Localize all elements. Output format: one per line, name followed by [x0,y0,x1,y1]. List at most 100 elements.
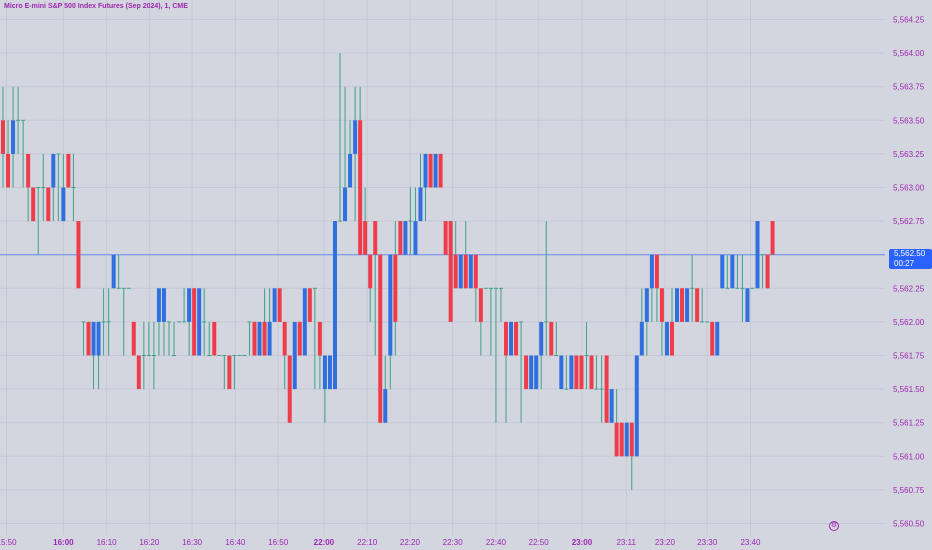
price-tick-label: 5,562.25 [893,284,925,293]
candle [453,221,458,289]
candle-body [96,321,101,356]
candle [66,153,71,188]
candle-body [257,321,262,356]
candle-body [468,254,473,289]
candle [252,321,257,356]
candle [332,221,337,390]
time-tick-label: 16:40 [225,538,246,547]
candle-body [428,153,433,188]
candle [685,288,690,322]
time-tick-label: 22:10 [357,538,378,547]
candle [423,153,428,222]
time-tick-label: 22:00 [314,538,335,547]
candle [740,254,745,322]
candle [478,288,483,356]
candle [232,355,237,390]
candle-body [383,389,388,423]
candle [720,254,725,289]
candle [498,287,503,322]
candle [519,321,524,423]
candle [710,321,715,356]
candle-body [639,321,644,356]
candle [539,321,544,390]
candle [393,221,398,356]
candle [589,355,594,390]
time-tick-label: 23:30 [697,538,718,547]
candle [700,288,705,323]
candle-body [26,153,31,188]
candle [644,288,649,356]
candle [634,355,639,457]
candle-body [252,321,257,356]
candle [31,187,36,222]
candle [504,321,508,423]
candle [136,355,141,390]
candle-body [614,422,619,457]
candle-body [669,321,674,356]
current-price-value: 5,562.50 [894,249,926,258]
candle [398,221,403,255]
candle [569,355,574,390]
price-tick-label: 5,561.50 [893,385,925,394]
settings-icon[interactable]: ⚙ [829,521,839,531]
candle [161,288,166,356]
candle [197,288,202,356]
candle [488,287,493,356]
candle [61,153,66,222]
candle-body [292,321,297,390]
candle [86,321,91,356]
time-tick-label: 22:40 [486,538,507,547]
candle-body [695,288,700,322]
price-tick-label: 5,560.75 [893,486,925,495]
candle-body [373,221,378,255]
candle-body [473,254,478,289]
candle-body [720,254,725,289]
candle-body [86,321,91,356]
candle-body [433,153,438,188]
candle [755,221,760,289]
candle-body [156,288,161,322]
candle [745,288,750,322]
candle-body [31,187,36,222]
candle-body [458,254,463,289]
candle-body [418,187,423,222]
time-tick-label: 23:20 [655,538,676,547]
candle-body [609,389,614,423]
candle-body [654,254,659,289]
time-tick-label: 15:50 [0,538,17,547]
candle [413,187,418,255]
candle-body [66,153,71,188]
candle-body [629,422,634,457]
candle [559,355,564,390]
candle-body [91,321,96,356]
candle-body [272,288,277,322]
candle [544,221,549,356]
candle [664,321,669,356]
candle-body [509,321,514,356]
candle [649,254,654,322]
candle-body [187,288,192,322]
candle [564,355,569,390]
candle [403,221,408,255]
candle-body [745,288,750,322]
candle [680,288,685,322]
candle [348,120,353,188]
price-tick-label: 5,564.00 [893,49,925,58]
candle [21,119,26,188]
candle [584,321,589,390]
candle [247,321,252,356]
time-axis: 15:50 16:00 16:10 16:20 16:30 16:40 16:50 22:00… [0,538,761,547]
candle-body [46,187,51,222]
candle-body [770,221,775,255]
candle [6,120,11,188]
candle-body [448,221,453,322]
candle-body [1,120,5,154]
candle-body [11,120,16,154]
candle [735,254,740,289]
candle [41,153,46,222]
time-tick-label: 16:30 [182,538,203,547]
candle [493,287,498,423]
candle [599,355,604,423]
